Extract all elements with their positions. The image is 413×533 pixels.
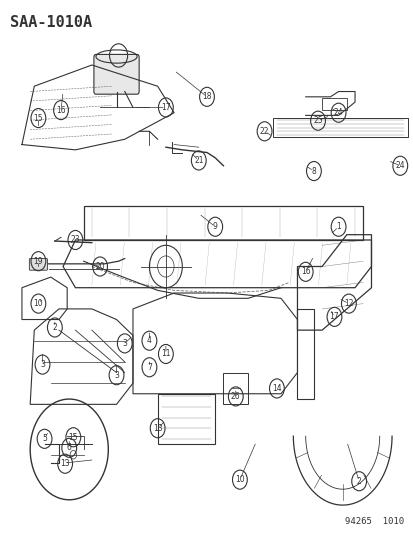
Bar <box>321 99 346 110</box>
Bar <box>223 373 247 405</box>
Text: 4: 4 <box>147 336 152 345</box>
Text: 16: 16 <box>56 106 66 115</box>
Text: 7: 7 <box>147 363 152 372</box>
Text: 17: 17 <box>161 103 170 112</box>
Text: 19: 19 <box>33 257 43 265</box>
Text: 6: 6 <box>66 443 71 453</box>
Text: 25: 25 <box>313 116 322 125</box>
Text: 21: 21 <box>194 156 203 165</box>
Text: 3: 3 <box>122 339 127 348</box>
Text: 24: 24 <box>333 108 342 117</box>
Text: 14: 14 <box>271 384 281 393</box>
Text: 22: 22 <box>259 127 269 136</box>
Text: 24: 24 <box>394 161 404 170</box>
Text: 11: 11 <box>161 350 170 359</box>
Text: 26: 26 <box>230 392 240 401</box>
Text: SAA-1010A: SAA-1010A <box>9 14 92 30</box>
Text: 5: 5 <box>42 434 47 443</box>
FancyBboxPatch shape <box>29 259 47 270</box>
Text: 3: 3 <box>40 360 45 369</box>
Text: 23: 23 <box>71 236 80 245</box>
Text: 10: 10 <box>33 299 43 308</box>
Text: 8: 8 <box>311 166 316 175</box>
Text: 3: 3 <box>114 370 119 379</box>
Text: 2: 2 <box>52 323 57 332</box>
Text: 10: 10 <box>235 475 244 484</box>
Text: 13: 13 <box>152 424 162 433</box>
Text: 2: 2 <box>356 477 361 486</box>
Text: 20: 20 <box>95 262 104 271</box>
Text: 13: 13 <box>60 459 70 469</box>
FancyBboxPatch shape <box>94 54 139 94</box>
Text: 1: 1 <box>335 222 340 231</box>
Text: 12: 12 <box>343 299 353 308</box>
Text: 15: 15 <box>33 114 43 123</box>
Text: 17: 17 <box>329 312 339 321</box>
Text: 16: 16 <box>300 268 310 276</box>
Text: 94265  1010: 94265 1010 <box>344 518 404 526</box>
Text: 9: 9 <box>212 222 217 231</box>
Text: 18: 18 <box>202 92 211 101</box>
Text: 15: 15 <box>69 433 78 442</box>
